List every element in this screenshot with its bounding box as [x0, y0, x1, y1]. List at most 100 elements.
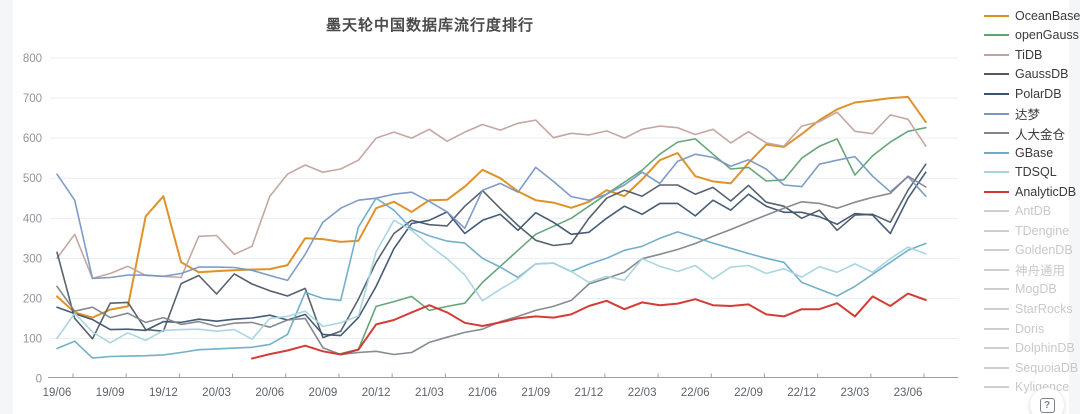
legend-line-swatch: [984, 366, 1009, 369]
legend-item-达梦[interactable]: 达梦: [984, 104, 1080, 124]
x-tick-label: 20/06: [255, 387, 284, 399]
legend-item-openGauss[interactable]: openGauss: [984, 26, 1080, 46]
series-line-GaussDB: [56, 163, 927, 340]
legend-item-SequoiaDB[interactable]: SequoiaDB: [984, 358, 1080, 378]
y-tick-label: 400: [23, 213, 42, 225]
x-tick-label: 20/12: [362, 387, 391, 399]
legend-item-TiDB[interactable]: TiDB: [984, 45, 1080, 65]
y-tick-label: 600: [23, 133, 42, 145]
question-mark-icon: ?: [1039, 397, 1055, 413]
legend-item-AntDB[interactable]: AntDB: [984, 201, 1080, 221]
legend-item-GaussDB[interactable]: GaussDB: [984, 65, 1080, 85]
x-tick-label: 22/03: [628, 387, 657, 399]
legend-label: GBase: [1015, 145, 1054, 160]
y-tick-label: 700: [23, 93, 42, 105]
y-tick-label: 300: [23, 253, 42, 265]
legend-label: openGauss: [1015, 28, 1079, 43]
legend-item-Doris[interactable]: Doris: [984, 319, 1080, 339]
legend-label: 神舟通用: [1015, 264, 1066, 279]
x-tick-label: 22/06: [681, 387, 710, 399]
x-tick-label: 23/03: [840, 387, 869, 399]
legend-line-swatch: [984, 73, 1009, 76]
series-line-PolarDB: [56, 171, 927, 337]
legend-line-swatch: [984, 249, 1009, 252]
series-line-达梦: [56, 153, 927, 282]
legend-item-TDengine[interactable]: TDengine: [984, 221, 1080, 241]
legend-label: TiDB: [1015, 47, 1043, 62]
x-tick-label: 21/09: [521, 387, 550, 399]
legend-item-StarRocks[interactable]: StarRocks: [984, 299, 1080, 319]
series-line-AnalyticDB: [251, 292, 927, 360]
chart-title: 墨天轮中国数据库流行度排行: [325, 17, 534, 34]
x-tick-label: 19/09: [96, 387, 125, 399]
legend-line-swatch: [984, 347, 1009, 350]
legend-item-PolarDB[interactable]: PolarDB: [984, 84, 1080, 104]
legend-item-GoldenDB[interactable]: GoldenDB: [984, 241, 1080, 261]
legend-label: GoldenDB: [1015, 243, 1073, 258]
legend-line-swatch: [984, 190, 1009, 193]
help-button[interactable]: ?: [1030, 388, 1064, 414]
legend-line-swatch: [984, 92, 1009, 95]
legend-label: MogDB: [1015, 282, 1057, 297]
series-line-OceanBase: [56, 95, 927, 319]
legend-label: Doris: [1015, 321, 1045, 336]
legend-label: AnalyticDB: [1015, 184, 1077, 199]
legend-item-DolphinDB[interactable]: DolphinDB: [984, 338, 1080, 358]
page-edge-left: [0, 0, 13, 414]
legend-line-swatch: [984, 53, 1009, 56]
legend-label: TDSQL: [1015, 165, 1057, 180]
legend-item-人大金仓[interactable]: 人大金仓: [984, 123, 1080, 143]
legend-label: 达梦: [1015, 108, 1041, 122]
legend-item-神舟通用[interactable]: 神舟通用: [984, 260, 1080, 280]
series-line-openGauss: [339, 126, 927, 355]
legend-item-GBase[interactable]: GBase: [984, 143, 1080, 163]
legend-line-swatch: [984, 210, 1009, 213]
legend-label: DolphinDB: [1015, 341, 1075, 356]
legend-item-TDSQL[interactable]: TDSQL: [984, 162, 1080, 182]
legend-label: AntDB: [1015, 204, 1052, 219]
legend-line-swatch: [984, 151, 1009, 154]
legend-line-swatch: [984, 171, 1009, 174]
x-tick-label: 21/06: [468, 387, 497, 399]
legend-line-swatch: [984, 386, 1009, 389]
legend-label: OceanBase: [1015, 8, 1080, 23]
y-tick-label: 500: [23, 173, 42, 185]
x-tick-label: 21/12: [575, 387, 604, 399]
y-tick-label: 100: [23, 333, 42, 345]
legend-line-swatch: [984, 14, 1009, 17]
legend-line-swatch: [984, 327, 1009, 330]
series-line-TiDB: [56, 111, 927, 280]
x-tick-label: 23/06: [894, 387, 923, 399]
legend-line-swatch: [984, 34, 1009, 37]
legend-label: StarRocks: [1015, 301, 1073, 316]
page-edge-right: [1069, 0, 1080, 414]
legend-line-swatch: [984, 112, 1009, 115]
y-tick-label: 0: [36, 374, 42, 386]
legend-line-swatch: [984, 288, 1009, 291]
legend-item-OceanBase[interactable]: OceanBase: [984, 6, 1080, 26]
x-tick-label: 21/03: [415, 387, 444, 399]
legend-item-AnalyticDB[interactable]: AnalyticDB: [984, 182, 1080, 202]
y-tick-label: 200: [23, 293, 42, 305]
series-line-人大金仓: [56, 175, 927, 356]
legend-line-swatch: [984, 229, 1009, 232]
legend-label: GaussDB: [1015, 67, 1069, 82]
chart-legend: OceanBase openGauss TiDB GaussDB PolarDB 达梦人大…: [984, 6, 1080, 397]
x-tick-label: 22/12: [787, 387, 816, 399]
legend-label: 人大金仓: [1015, 127, 1066, 142]
legend-item-Kyligence[interactable]: Kyligence: [984, 377, 1080, 397]
popularity-line-chart: 0 100 200 300 400 500 600 700 800 19/06 19/09 19/12…: [23, 53, 958, 399]
x-tick-label: 19/12: [149, 387, 178, 399]
series-line-TDSQL: [56, 219, 927, 344]
legend-line-swatch: [984, 268, 1009, 271]
x-tick-label: 19/06: [43, 387, 72, 399]
x-tick-label: 22/09: [734, 387, 763, 399]
series-line-GBase: [56, 197, 927, 359]
legend-label: SequoiaDB: [1015, 360, 1079, 375]
x-tick-label: 20/09: [309, 387, 338, 399]
x-tick-label: 20/03: [202, 387, 231, 399]
y-tick-label: 800: [23, 53, 42, 65]
legend-line-swatch: [984, 132, 1009, 135]
legend-item-MogDB[interactable]: MogDB: [984, 280, 1080, 300]
